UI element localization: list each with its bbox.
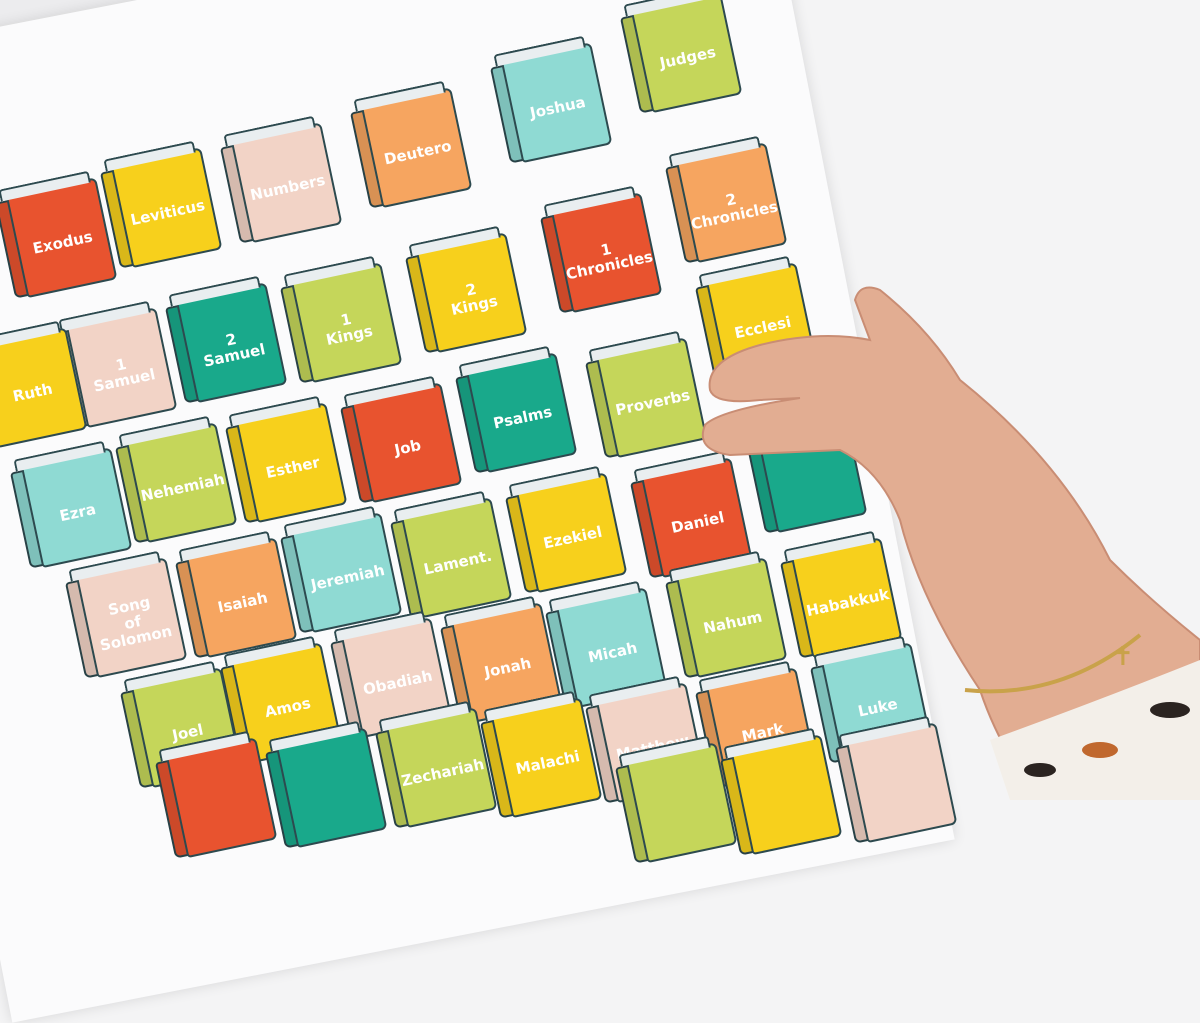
sleeve-spot — [1150, 702, 1190, 718]
cross-charm-icon: ✝ — [1112, 642, 1134, 672]
sleeve-spot — [1082, 742, 1118, 758]
hand-shape — [701, 286, 1200, 800]
bracelet — [964, 633, 1142, 694]
sleeve-spot — [1024, 763, 1056, 777]
hand: ✝ — [701, 286, 1200, 800]
